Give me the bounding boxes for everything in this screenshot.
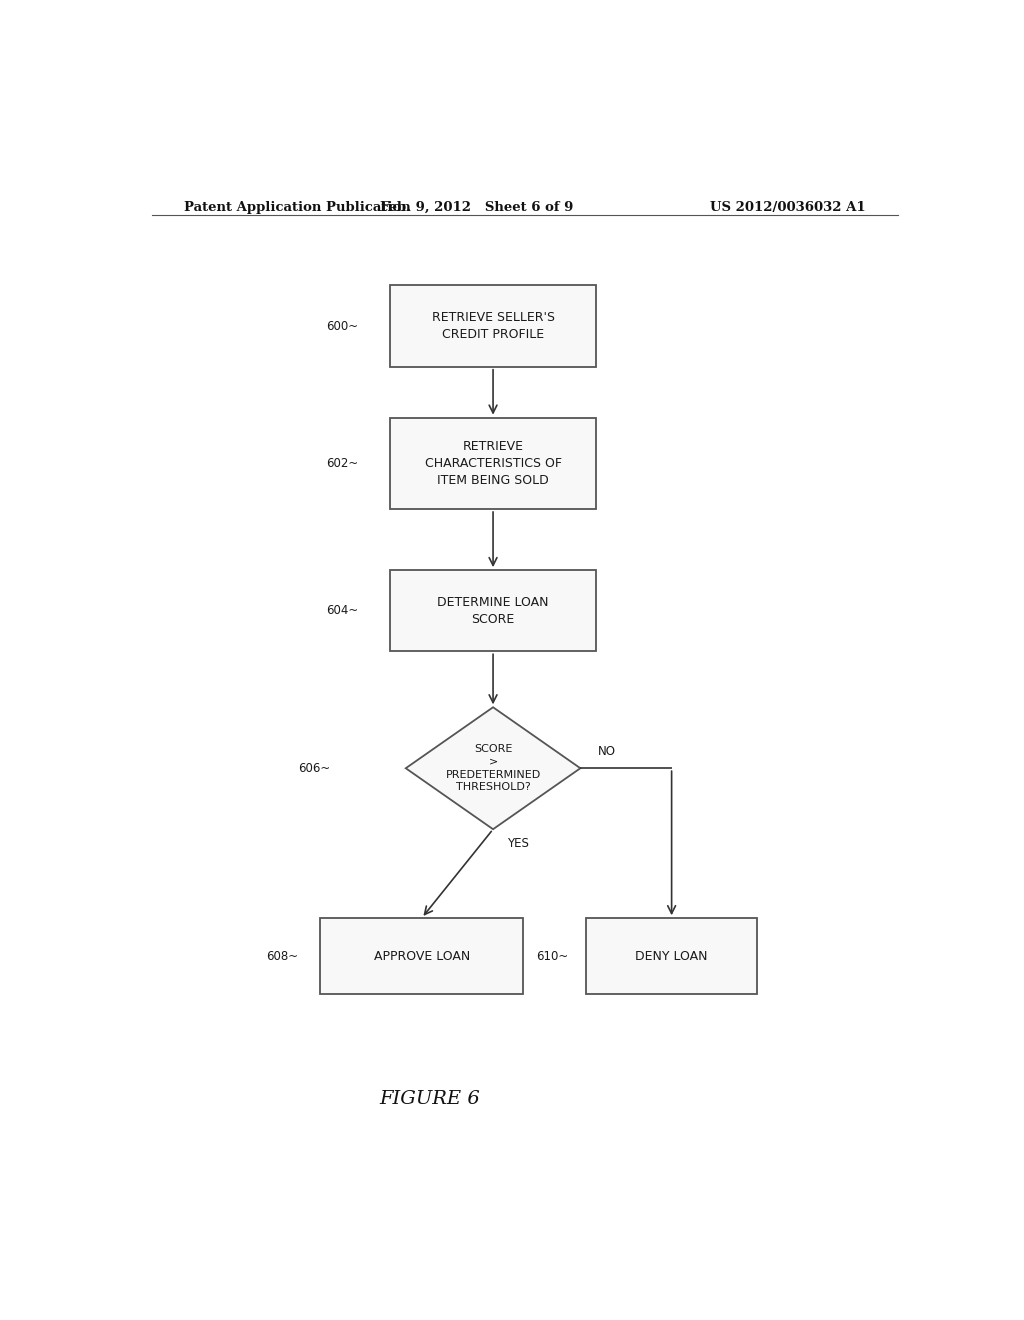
Text: FIGURE 6: FIGURE 6 (379, 1089, 480, 1107)
Text: YES: YES (507, 837, 529, 850)
Text: RETRIEVE SELLER'S
CREDIT PROFILE: RETRIEVE SELLER'S CREDIT PROFILE (431, 312, 555, 341)
Bar (321, 919, 523, 994)
Text: DENY LOAN: DENY LOAN (635, 950, 708, 962)
Text: Patent Application Publication: Patent Application Publication (183, 201, 411, 214)
Text: US 2012/0036032 A1: US 2012/0036032 A1 (711, 201, 866, 214)
Text: 604~: 604~ (326, 605, 358, 618)
Text: SCORE
>
PREDETERMINED
THRESHOLD?: SCORE > PREDETERMINED THRESHOLD? (445, 744, 541, 792)
Text: NO: NO (598, 744, 615, 758)
Text: DETERMINE LOAN
SCORE: DETERMINE LOAN SCORE (437, 595, 549, 626)
Text: RETRIEVE
CHARACTERISTICS OF
ITEM BEING SOLD: RETRIEVE CHARACTERISTICS OF ITEM BEING S… (425, 440, 561, 487)
Text: 600~: 600~ (326, 319, 358, 333)
Text: 610~: 610~ (537, 950, 568, 962)
Bar (390, 570, 596, 651)
Text: 608~: 608~ (266, 950, 299, 962)
Text: 602~: 602~ (326, 457, 358, 470)
Bar (390, 285, 596, 367)
Text: Feb. 9, 2012   Sheet 6 of 9: Feb. 9, 2012 Sheet 6 of 9 (381, 201, 573, 214)
Bar (390, 417, 596, 510)
Text: APPROVE LOAN: APPROVE LOAN (374, 950, 470, 962)
Bar (587, 919, 757, 994)
Polygon shape (406, 708, 581, 829)
Text: 606~: 606~ (298, 762, 331, 775)
